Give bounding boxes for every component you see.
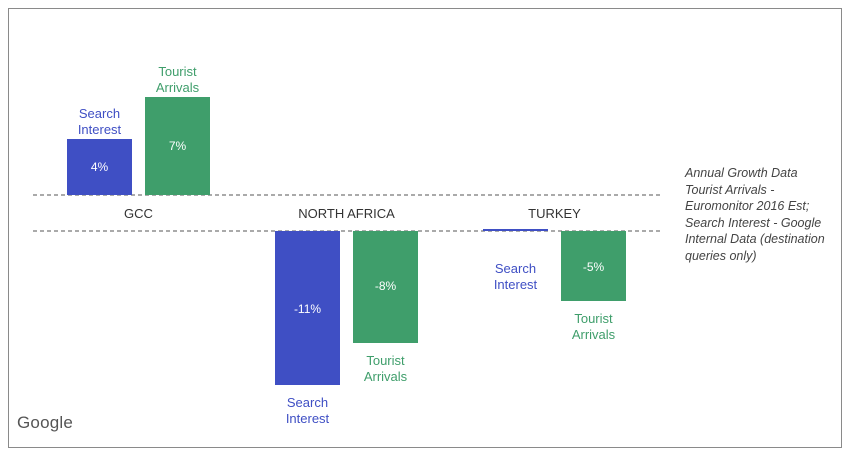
bar-search-interest	[483, 229, 548, 231]
note-line: Search Interest - Google	[685, 215, 822, 230]
bar-tourist-arrivals	[353, 231, 418, 343]
annotation-note: Annual Growth Data Tourist Arrivals - Eu…	[685, 165, 845, 264]
value-label: -11%	[294, 302, 321, 316]
note-line: Annual Growth Data	[685, 166, 798, 180]
series-label: Search	[495, 261, 536, 276]
series-label: Interest	[286, 411, 330, 426]
note-line: Tourist Arrivals -	[685, 182, 775, 197]
series-label: Tourist	[158, 64, 197, 79]
series-label: Tourist	[574, 311, 613, 326]
region-label: GCC	[124, 206, 153, 221]
region-label: TURKEY	[528, 206, 581, 221]
bar-tourist-arrivals	[561, 231, 626, 301]
series-label: Arrivals	[364, 369, 408, 384]
note-line: queries only)	[685, 248, 757, 263]
series-label: Interest	[78, 122, 122, 137]
bar-search-interest	[67, 139, 132, 195]
value-label: -8%	[375, 279, 397, 293]
series-label: Search	[287, 395, 328, 410]
note-line: Internal Data (destination	[685, 232, 825, 246]
series-label: Search	[79, 106, 120, 121]
region-label: NORTH AFRICA	[298, 206, 395, 221]
labels: GCC4%SearchInterest7%TouristArrivalsNORT…	[78, 64, 616, 426]
note-line: Euromonitor 2016 Est;	[685, 199, 810, 213]
series-label: Interest	[494, 277, 538, 292]
chart-frame	[8, 8, 842, 448]
value-label: 0%	[507, 240, 525, 254]
bar-tourist-arrivals	[145, 97, 210, 195]
bars	[67, 97, 626, 385]
series-label: Tourist	[366, 353, 405, 368]
value-label: 4%	[91, 160, 109, 174]
google-logo: Google	[17, 413, 74, 432]
value-label: -5%	[583, 260, 605, 274]
series-label: Arrivals	[572, 327, 616, 342]
value-label: 7%	[169, 139, 187, 153]
bar-search-interest	[275, 231, 340, 385]
series-label: Arrivals	[156, 80, 200, 95]
